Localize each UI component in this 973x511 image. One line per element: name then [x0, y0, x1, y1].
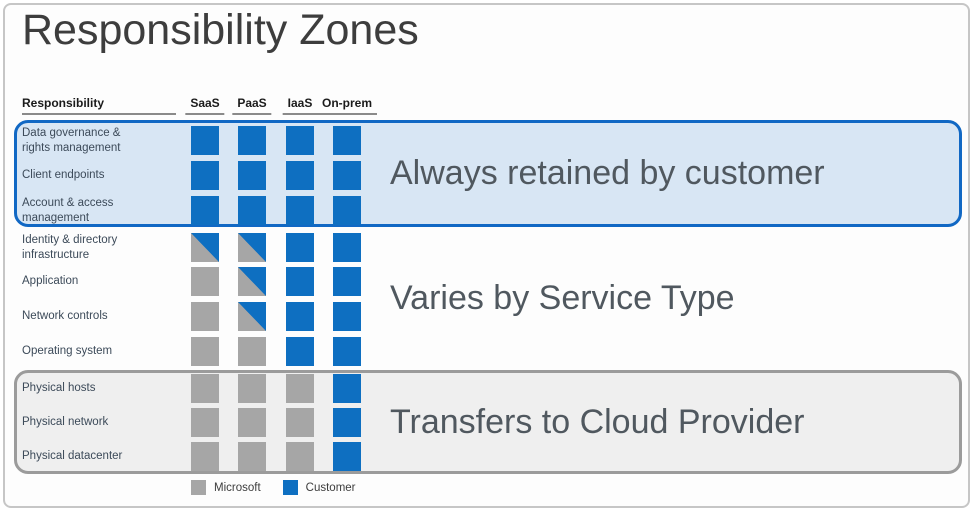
row-label-data-governance-rights-management: Data governance & rights management	[22, 127, 121, 154]
row-label-physical-network: Physical network	[22, 416, 109, 429]
row-label-operating-system: Operating system	[22, 345, 113, 358]
cell-iaas-row10-microsoft	[286, 442, 314, 471]
page-title: Responsibility Zones	[22, 6, 419, 54]
cell-on-prem-row8-customer	[333, 374, 361, 403]
legend-swatch-microsoft	[191, 480, 206, 495]
cell-paas-row2-customer	[238, 161, 266, 190]
column-header-iaas: IaaS	[282, 96, 318, 115]
cell-saas-row6-microsoft	[191, 302, 219, 331]
column-header-on-prem: On-prem	[316, 96, 378, 115]
zone-label-varies-by-service: Varies by Service Type	[390, 278, 735, 317]
cell-iaas-row9-microsoft	[286, 408, 314, 437]
cell-saas-row9-microsoft	[191, 408, 219, 437]
zone-always-retained-box	[14, 120, 962, 227]
row-label-application: Application	[22, 275, 79, 288]
legend-swatch-customer	[282, 480, 298, 495]
zone-transfers-box	[14, 370, 962, 474]
cell-on-prem-row9-customer	[333, 408, 361, 437]
cell-iaas-row1-customer	[286, 126, 314, 155]
cell-iaas-row7-customer	[286, 337, 314, 366]
responsibility-column-header: Responsibility	[22, 96, 176, 115]
zone-label-always-retained: Always retained by customer	[390, 154, 825, 192]
cell-saas-row8-microsoft	[191, 374, 219, 403]
column-header-paas: PaaS	[232, 96, 272, 115]
cell-on-prem-row1-customer	[333, 126, 361, 155]
cell-paas-row7-microsoft	[238, 337, 266, 366]
cell-on-prem-row4-customer	[333, 233, 361, 262]
cell-paas-row8-microsoft	[238, 374, 266, 403]
cell-on-prem-row10-customer	[333, 442, 361, 471]
cell-saas-row3-customer	[191, 196, 219, 225]
cell-paas-row4-shared	[238, 233, 266, 262]
cell-iaas-row4-customer	[286, 233, 314, 262]
cell-iaas-row5-customer	[286, 267, 314, 296]
row-label-physical-hosts: Physical hosts	[22, 382, 96, 395]
cell-saas-row10-microsoft	[191, 442, 219, 471]
legend-label-customer: Customer	[305, 481, 356, 494]
cell-saas-row5-microsoft	[191, 267, 219, 296]
column-header-saas: SaaS	[185, 96, 225, 115]
legend-item-customer: Customer	[282, 480, 356, 495]
cell-iaas-row3-customer	[286, 196, 314, 225]
row-label-account-access-management: Account & access management	[22, 197, 114, 224]
cell-paas-row3-customer	[238, 196, 266, 225]
cell-paas-row9-microsoft	[238, 408, 266, 437]
cell-on-prem-row2-customer	[333, 161, 361, 190]
row-label-identity-directory-infrastructure: Identity & directory infrastructure	[22, 234, 118, 261]
legend-label-microsoft: Microsoft	[214, 481, 261, 494]
cell-iaas-row2-customer	[286, 161, 314, 190]
cell-paas-row1-customer	[238, 126, 266, 155]
row-label-physical-datacenter: Physical datacenter	[22, 450, 123, 463]
legend: Microsoft Customer	[191, 480, 356, 495]
cell-paas-row5-shared	[238, 267, 266, 296]
cell-paas-row6-shared	[238, 302, 266, 331]
cell-saas-row4-shared	[191, 233, 219, 262]
row-label-client-endpoints: Client endpoints	[22, 169, 105, 182]
cell-paas-row10-microsoft	[238, 442, 266, 471]
cell-iaas-row6-customer	[286, 302, 314, 331]
cell-on-prem-row7-customer	[333, 337, 361, 366]
cell-saas-row1-customer	[191, 126, 219, 155]
zone-label-transfers-to-provider: Transfers to Cloud Provider	[390, 402, 805, 441]
row-label-network-controls: Network controls	[22, 310, 108, 323]
cell-saas-row7-microsoft	[191, 337, 219, 366]
cell-saas-row2-customer	[191, 161, 219, 190]
cell-on-prem-row6-customer	[333, 302, 361, 331]
cell-on-prem-row5-customer	[333, 267, 361, 296]
legend-item-microsoft: Microsoft	[191, 480, 261, 495]
cell-on-prem-row3-customer	[333, 196, 361, 225]
cell-iaas-row8-microsoft	[286, 374, 314, 403]
